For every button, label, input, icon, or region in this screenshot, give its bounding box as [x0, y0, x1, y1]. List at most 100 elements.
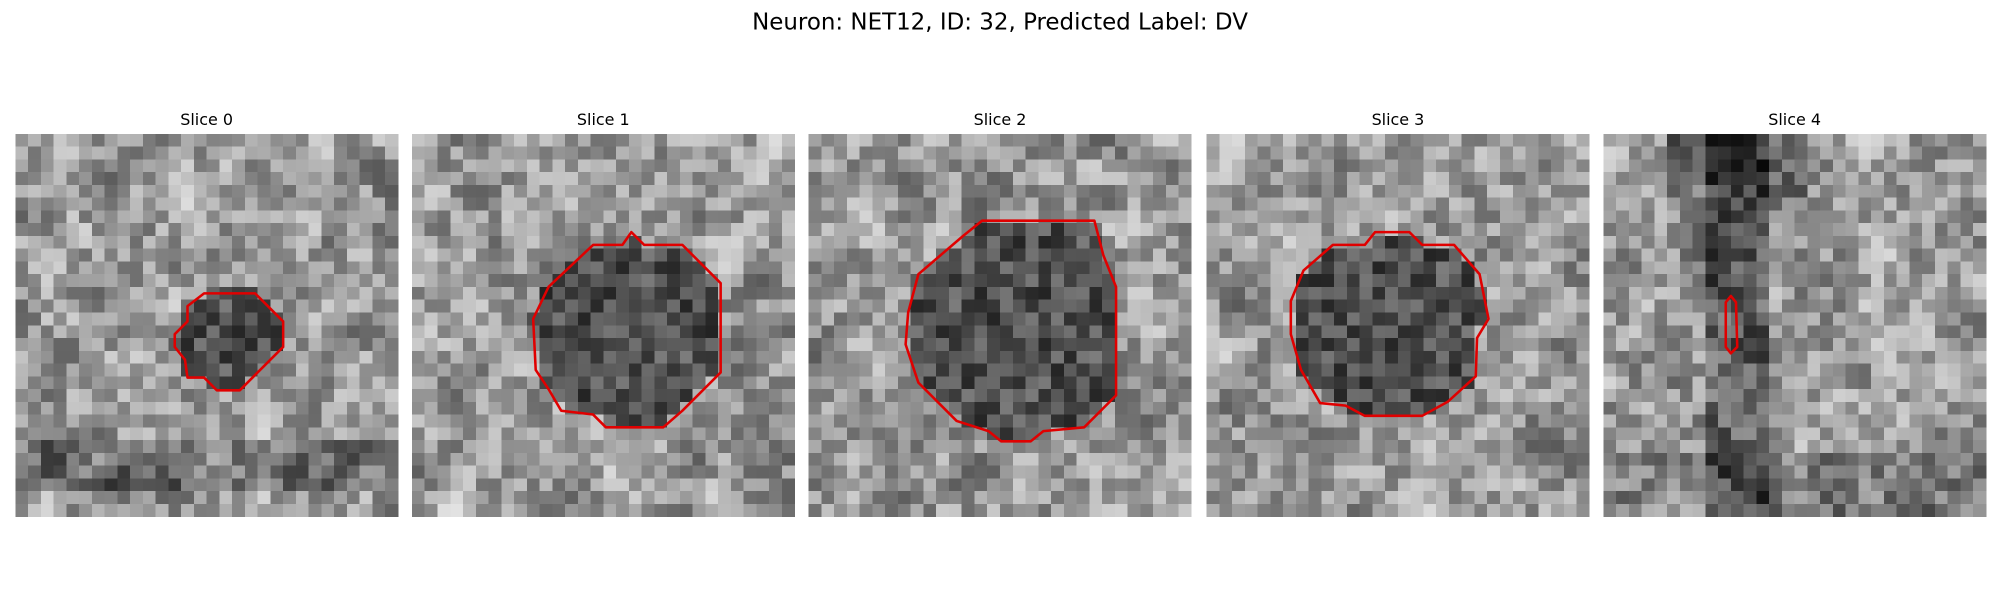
pixel [1474, 197, 1488, 211]
pixel [846, 235, 861, 250]
pixel [1244, 223, 1259, 237]
pixel [781, 389, 796, 403]
pixel [1705, 197, 1719, 211]
pixel [974, 440, 988, 454]
pixel [603, 210, 617, 224]
pixel [463, 401, 477, 415]
pixel [1807, 146, 1821, 160]
pixel [1000, 465, 1014, 479]
pixel [1858, 261, 1872, 275]
pixel [1461, 401, 1475, 415]
pixel [463, 312, 477, 326]
pixel [1756, 274, 1770, 288]
pixel [411, 491, 426, 505]
pixel [1756, 248, 1770, 262]
pixel [885, 197, 899, 211]
pixel [628, 312, 642, 326]
pixel [1487, 440, 1501, 454]
pixel [565, 261, 579, 275]
pixel [1769, 159, 1783, 173]
pixel [475, 401, 489, 415]
pixel [359, 312, 373, 326]
pixel [1000, 197, 1014, 211]
pixel [1127, 286, 1141, 301]
pixel [1667, 248, 1681, 262]
pixel [1244, 274, 1259, 288]
pixel [219, 146, 233, 160]
pixel [679, 274, 693, 288]
pixel [1603, 299, 1617, 313]
pixel [244, 363, 259, 377]
pixel [1487, 452, 1501, 466]
pixel [1178, 172, 1192, 186]
pixel [346, 389, 361, 403]
pixel [577, 452, 591, 466]
pixel [1628, 172, 1642, 186]
pixel [142, 248, 156, 262]
pixel [692, 325, 706, 339]
pixel [142, 159, 156, 173]
pixel [565, 286, 579, 301]
pixel [628, 172, 642, 186]
pixel [1641, 491, 1655, 505]
pixel [961, 286, 975, 301]
pixel [1667, 338, 1681, 352]
pixel [232, 338, 246, 352]
pixel [40, 452, 54, 466]
pixel [1089, 389, 1103, 403]
pixel [936, 312, 950, 326]
pixel [641, 376, 655, 390]
pixel [450, 184, 464, 199]
pixel [295, 146, 310, 160]
pixel [885, 274, 899, 288]
pixel [295, 363, 310, 377]
pixel [1038, 184, 1052, 199]
panel-title: Slice 0 [180, 110, 233, 129]
pixel [1448, 440, 1463, 454]
pixel [948, 210, 963, 224]
pixel [1114, 427, 1128, 441]
pixel [1794, 478, 1808, 492]
pixel [1551, 274, 1565, 288]
pixel [168, 325, 182, 339]
pixel [1883, 401, 1898, 415]
pixel [1012, 338, 1026, 352]
pixel [679, 312, 693, 326]
pixel [936, 427, 950, 441]
pixel [1756, 363, 1770, 377]
pixel [1244, 172, 1259, 186]
pixel [1423, 491, 1437, 505]
pixel [1500, 299, 1514, 313]
pixel [1807, 389, 1821, 403]
pixel [1219, 389, 1233, 403]
pixel [346, 146, 361, 160]
pixel [987, 146, 1001, 160]
pixel [1283, 440, 1297, 454]
pixel [219, 427, 233, 441]
pixel [1270, 197, 1284, 211]
pixel [1257, 184, 1271, 199]
pixel [1076, 286, 1090, 301]
pixel [308, 465, 322, 479]
pixel [155, 223, 169, 237]
pixel [1820, 312, 1834, 326]
pixel [577, 350, 591, 364]
pixel [1500, 350, 1514, 364]
pixel [769, 172, 783, 186]
pixel [1219, 312, 1233, 326]
pixel [1436, 235, 1450, 250]
pixel [743, 261, 757, 275]
pixel [679, 223, 693, 237]
pixel [130, 133, 144, 148]
pixel [603, 146, 617, 160]
pixel [1153, 503, 1167, 517]
pixel [769, 286, 783, 301]
pixel [372, 363, 386, 377]
pixel [488, 440, 502, 454]
pixel [244, 389, 259, 403]
pixel [1063, 363, 1077, 377]
pixel [1794, 465, 1808, 479]
pixel [565, 465, 579, 479]
pixel [654, 401, 668, 415]
pixel [232, 452, 246, 466]
